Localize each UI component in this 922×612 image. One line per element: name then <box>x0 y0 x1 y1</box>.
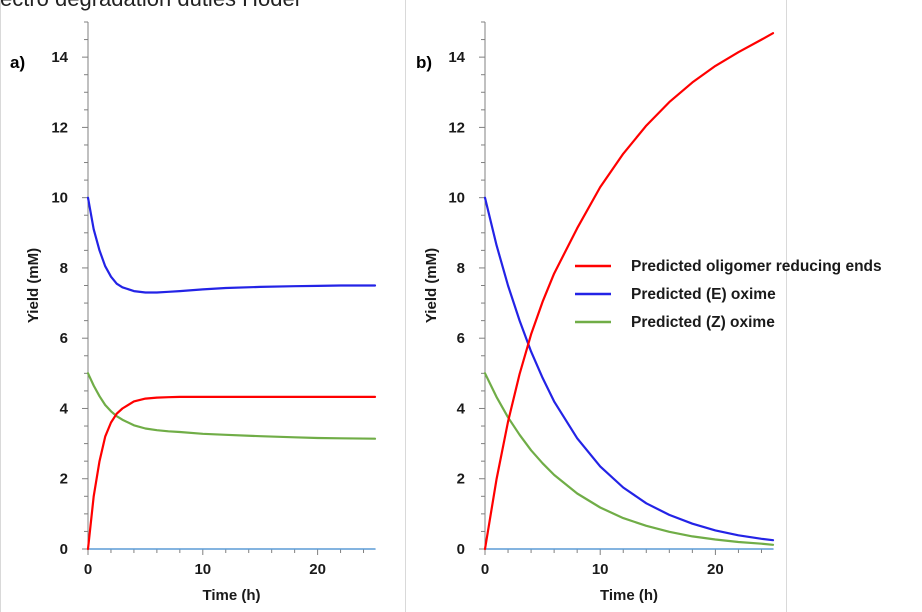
panel-b-x-tick-label: 10 <box>592 561 609 578</box>
panel-a-series-oligomer <box>86 395 377 551</box>
panel-b-series-e-oxime <box>483 196 775 542</box>
panel-b-y-tick-label: 14 <box>448 49 465 66</box>
panel-b-label: b) <box>416 53 432 72</box>
panel-divider-middle <box>405 0 406 612</box>
panel-a-y-tick-label: 14 <box>51 49 68 66</box>
panel-b-y-tick-label: 8 <box>457 260 465 277</box>
caption-fragment: ectro degradation duties Hodel <box>0 0 300 12</box>
panel-a-x-tick-label: 10 <box>194 561 211 578</box>
panel-a-x-tick-label: 0 <box>84 561 92 578</box>
panel-a-y-tick-label: 12 <box>51 119 68 136</box>
panel-b-x-tick-label: 20 <box>707 561 724 578</box>
panel-b-series-oligomer <box>483 32 775 551</box>
panel-divider-right <box>786 0 787 612</box>
panel-a-y-tick-label: 8 <box>60 260 68 277</box>
panel-a-y-tick-label: 0 <box>60 541 68 558</box>
panel-b-y-tick-label: 10 <box>448 190 465 207</box>
panel-divider-left <box>0 0 1 612</box>
panel-a-x-axis-title: Time (h) <box>202 587 260 604</box>
legend-label-e-oxime: Predicted (E) oxime <box>631 286 776 303</box>
panel-b-x-axis-title: Time (h) <box>600 587 658 604</box>
panel-a-series-z-oxime <box>86 372 377 440</box>
panel-a-label: a) <box>10 53 25 72</box>
panel-a-y-tick-label: 6 <box>60 330 68 347</box>
panel-b-y-tick-label: 6 <box>457 330 465 347</box>
panel-a-series-e-oxime <box>86 196 377 294</box>
panel-b-x-tick-label: 0 <box>481 561 489 578</box>
panel-b-y-tick-label: 0 <box>457 541 465 558</box>
panel-a-y-tick-label: 4 <box>60 400 69 417</box>
panel-b-y-tick-label: 4 <box>457 400 466 417</box>
panel-b-y-tick-label: 2 <box>457 471 465 488</box>
legend-label-z-oxime: Predicted (Z) oxime <box>631 314 775 331</box>
legend-label-oligomer: Predicted oligomer reducing ends <box>631 258 882 275</box>
panel-a-x-tick-label: 20 <box>309 561 326 578</box>
panel-b-series-z-oxime <box>483 372 775 546</box>
panel-a-y-tick-label: 10 <box>51 190 68 207</box>
panel-a-y-tick-label: 2 <box>60 471 68 488</box>
panel-a-y-axis-title: Yield (mM) <box>25 248 42 323</box>
panel-b-y-tick-label: 12 <box>448 119 465 136</box>
panel-b-y-axis-title: Yield (mM) <box>423 248 440 323</box>
